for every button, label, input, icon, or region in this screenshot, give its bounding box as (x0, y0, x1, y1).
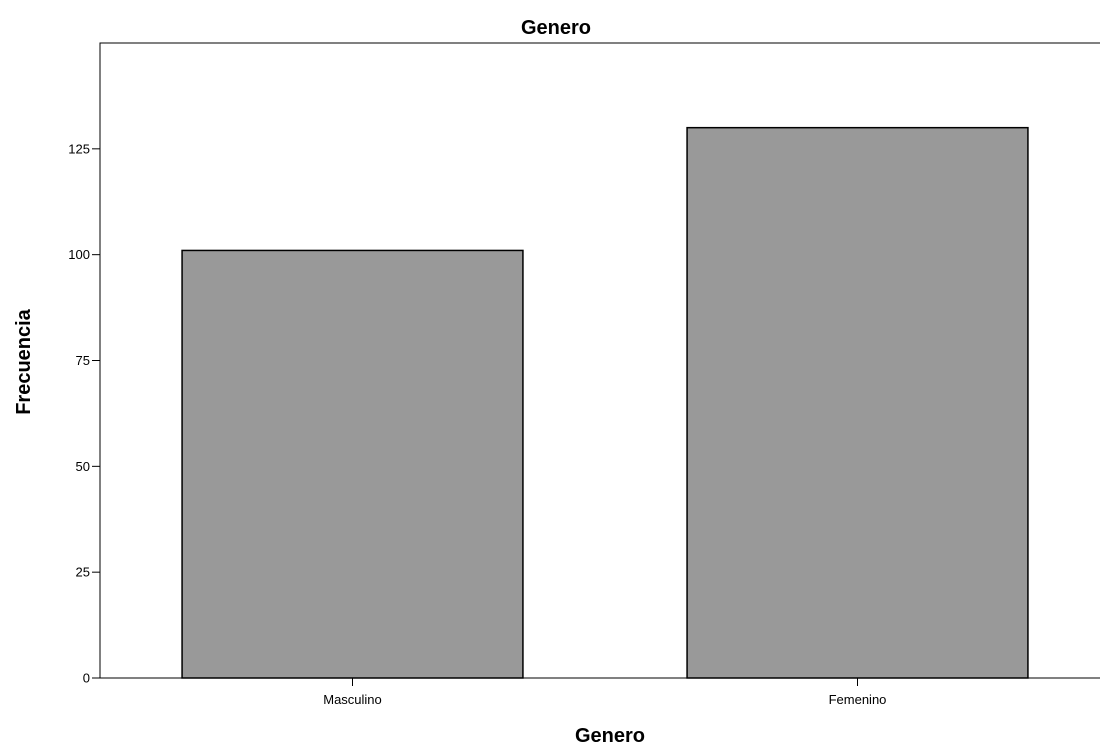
y-tick-label: 100 (68, 247, 90, 262)
x-axis: Masculino Femenino (323, 678, 886, 707)
y-axis: 0 25 50 75 100 125 (68, 141, 100, 686)
bar-masculino (181, 249, 524, 679)
y-axis-title: Frecuencia (13, 308, 35, 414)
y-tick-label: 50 (76, 459, 90, 474)
y-tick-label: 75 (76, 353, 90, 368)
y-tick-label: 25 (76, 565, 90, 580)
chart-title: Genero (521, 17, 591, 39)
y-tick-label: 0 (83, 671, 90, 686)
x-tick-label: Masculino (323, 692, 382, 707)
x-axis-title: Genero (575, 725, 645, 745)
x-tick-label: Femenino (829, 692, 887, 707)
y-tick-label: 125 (68, 141, 90, 156)
bar-femenino (686, 126, 1029, 679)
